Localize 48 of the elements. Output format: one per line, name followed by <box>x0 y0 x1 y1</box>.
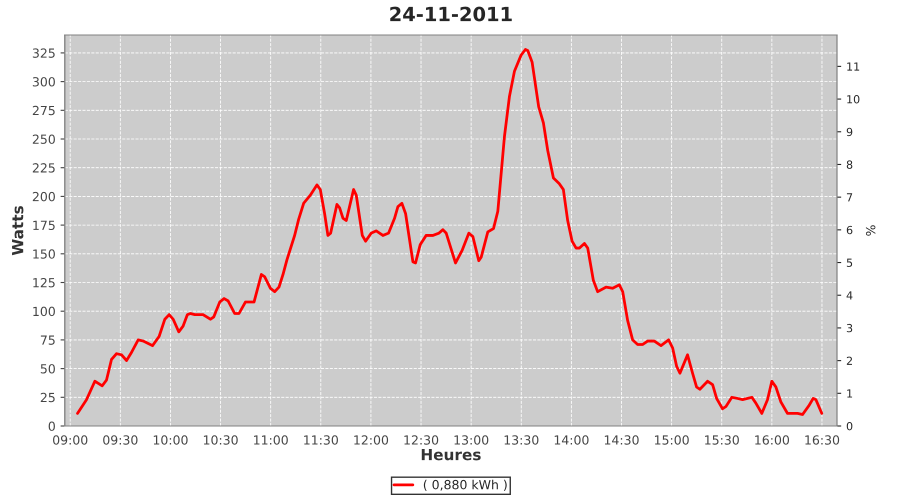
y-tick-label: 75 <box>40 336 55 345</box>
y2-tick-label: 9 <box>846 128 852 136</box>
x-tick-label: 10:00 <box>154 435 188 445</box>
y-tick-label: 325 <box>32 48 55 58</box>
y2-tick-label: 4 <box>846 291 852 300</box>
y-tick-label: 275 <box>32 106 55 116</box>
x-tick-label: 16:00 <box>755 435 790 445</box>
line-series <box>76 48 824 416</box>
y-tick-label: 225 <box>32 163 55 173</box>
y-axis-title: Watts <box>12 206 24 256</box>
x-tick-label: 12:00 <box>354 435 388 445</box>
y2-axis-title: % <box>866 225 876 236</box>
y-tick-label: 175 <box>33 220 55 230</box>
x-tick-label: 15:00 <box>654 435 689 445</box>
y-tick-label: 200 <box>32 192 55 202</box>
x-tick-label: 09:30 <box>103 435 138 445</box>
x-tick-label: 14:30 <box>604 435 639 445</box>
y2-tick-label: 10 <box>847 95 860 104</box>
y2-tick-label: 7 <box>846 193 852 202</box>
y-tick-label: 100 <box>33 306 55 316</box>
y-tick-label: 125 <box>33 278 55 288</box>
x-axis-title: Heures <box>422 448 481 460</box>
y2-tick-label: 11 <box>847 62 860 71</box>
y-tick-label: 25 <box>40 392 55 402</box>
y-tick-label: 50 <box>40 364 55 374</box>
y-tick-label: 150 <box>33 249 55 259</box>
y2-tick-label: 8 <box>846 160 852 169</box>
x-tick-label: 10:30 <box>204 435 238 445</box>
y2-tick-label: 3 <box>846 324 852 332</box>
x-tick-label: 11:00 <box>254 435 288 445</box>
chart-title: 24-11-2011 <box>390 6 512 22</box>
x-tick-label: 15:30 <box>705 435 739 445</box>
y2-tick-label: 1 <box>847 389 852 398</box>
x-tick-label: 13:30 <box>504 435 538 445</box>
y-tick-label: 0 <box>48 421 55 431</box>
x-tick-label: 14:00 <box>554 435 589 445</box>
legend-label: ( 0,880 kWh ) <box>424 480 507 491</box>
y2-tick-label: 6 <box>846 226 852 234</box>
y2-tick-label: 5 <box>846 258 852 267</box>
x-tick-label: 16:30 <box>805 435 840 445</box>
y-tick-label: 300 <box>32 77 55 87</box>
y2-tick-label: 2 <box>846 356 852 365</box>
x-tick-label: 09:00 <box>53 435 88 445</box>
x-tick-label: 13:00 <box>454 435 488 445</box>
x-tick-label: 11:30 <box>304 435 338 445</box>
y-tick-label: 250 <box>32 134 55 144</box>
y2-tick-label: 0 <box>846 422 852 430</box>
x-tick-label: 12:30 <box>404 435 438 445</box>
